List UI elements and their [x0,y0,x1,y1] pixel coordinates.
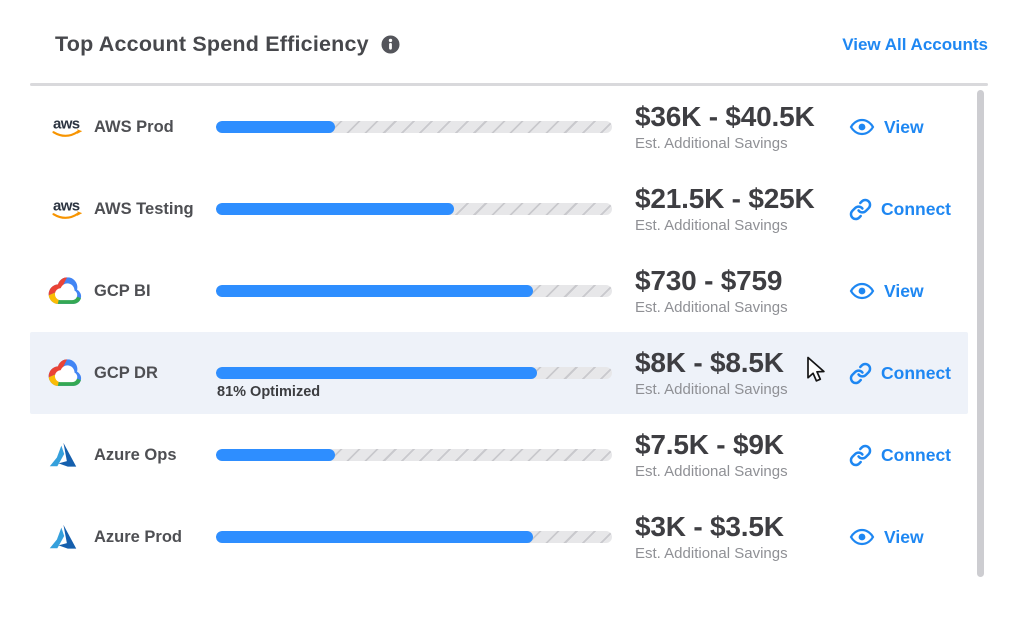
account-name: AWS Prod [94,117,174,136]
view-button[interactable]: View [849,117,968,138]
azure-logo-icon [48,524,94,550]
connect-button[interactable]: Connect [849,362,968,385]
savings-range: $36K - $40.5K [635,101,815,132]
optimization-progress-bar [216,531,612,543]
optimization-progress-bar [216,285,612,297]
account-name: GCP DR [94,363,158,382]
account-row[interactable]: Azure Ops $7.5K - $9K Est. Additional Savi… [30,414,968,496]
savings-caption: Est. Additional Savings [635,135,788,152]
account-row[interactable]: aws AWS Testing $21.5K - $25K Est. Additio… [30,168,968,250]
link-icon [849,362,872,385]
account-name: Azure Ops [94,445,177,464]
progress-track [216,367,612,379]
aws-logo-icon: aws [48,196,94,223]
aws-logo-icon: aws [48,114,94,141]
savings-block: $7.5K - $9K Est. Additional Savings [635,429,849,481]
gcp-logo-icon [48,277,94,305]
svg-text:aws: aws [53,115,80,132]
optimized-percentage-label: 81% Optimized [217,384,321,400]
account-name: GCP BI [94,281,151,300]
savings-block: $36K - $40.5K Est. Additional Savings [635,101,849,153]
progress-track [216,121,612,133]
view-button[interactable]: View [849,527,968,548]
progress-fill [216,367,537,379]
savings-caption: Est. Additional Savings [635,463,788,480]
savings-caption: Est. Additional Savings [635,381,788,398]
action-label: Connect [881,198,951,219]
account-row[interactable]: aws AWS Prod $36K - $40.5K Est. Additional… [30,86,968,168]
link-icon [849,198,872,221]
eye-icon [849,282,875,300]
card-header: Top Account Spend Efficiency View All Ac… [0,0,1024,83]
progress-track [216,203,612,215]
account-name: Azure Prod [94,527,183,546]
savings-range: $3K - $3.5K [635,511,784,542]
action-label: View [884,526,924,547]
account-name: AWS Testing [94,199,194,218]
info-icon[interactable] [381,35,400,54]
action-label: View [884,280,924,301]
savings-block: $3K - $3.5K Est. Additional Savings [635,511,849,563]
page-title: Top Account Spend Efficiency [55,32,369,56]
progress-track [216,449,612,461]
savings-caption: Est. Additional Savings [635,217,788,234]
action-label: View [884,116,924,137]
link-icon [849,444,872,467]
action-label: Connect [881,362,951,383]
progress-track [216,531,612,543]
eye-icon [849,118,875,136]
account-row[interactable]: GCP DR 81% Optimized $8K - $8.5K Est. Addit… [30,332,968,414]
progress-fill [216,449,335,461]
connect-button[interactable]: Connect [849,444,968,467]
svg-text:aws: aws [53,197,80,214]
savings-range: $7.5K - $9K [635,429,784,460]
optimization-progress-bar [216,449,612,461]
progress-fill [216,121,335,133]
account-list: aws AWS Prod $36K - $40.5K Est. Additional… [0,86,1024,578]
progress-fill [216,531,533,543]
account-row[interactable]: GCP BI $730 - $759 Est. Additional Savings… [30,250,968,332]
action-label: Connect [881,444,951,465]
optimization-progress-bar [216,203,612,215]
savings-caption: Est. Additional Savings [635,299,788,316]
progress-track [216,285,612,297]
header-divider [30,83,988,86]
progress-fill [216,203,454,215]
view-button[interactable]: View [849,281,968,302]
connect-button[interactable]: Connect [849,198,968,221]
gcp-logo-icon [48,359,94,387]
savings-block: $21.5K - $25K Est. Additional Savings [635,183,849,235]
savings-block: $8K - $8.5K Est. Additional Savings [635,347,849,399]
eye-icon [849,528,875,546]
savings-block: $730 - $759 Est. Additional Savings [635,265,849,317]
azure-logo-icon [48,442,94,468]
scrollbar-thumb[interactable] [977,90,984,577]
savings-range: $730 - $759 [635,265,783,296]
savings-range: $21.5K - $25K [635,183,815,214]
view-all-accounts-link[interactable]: View All Accounts [842,34,988,54]
savings-caption: Est. Additional Savings [635,545,788,562]
optimization-progress-bar [216,121,612,133]
title-wrap: Top Account Spend Efficiency [55,32,400,57]
progress-fill [216,285,533,297]
account-row[interactable]: Azure Prod $3K - $3.5K Est. Additional Sav… [30,496,968,578]
optimization-progress-bar: 81% Optimized [216,367,612,400]
savings-range: $8K - $8.5K [635,347,784,378]
